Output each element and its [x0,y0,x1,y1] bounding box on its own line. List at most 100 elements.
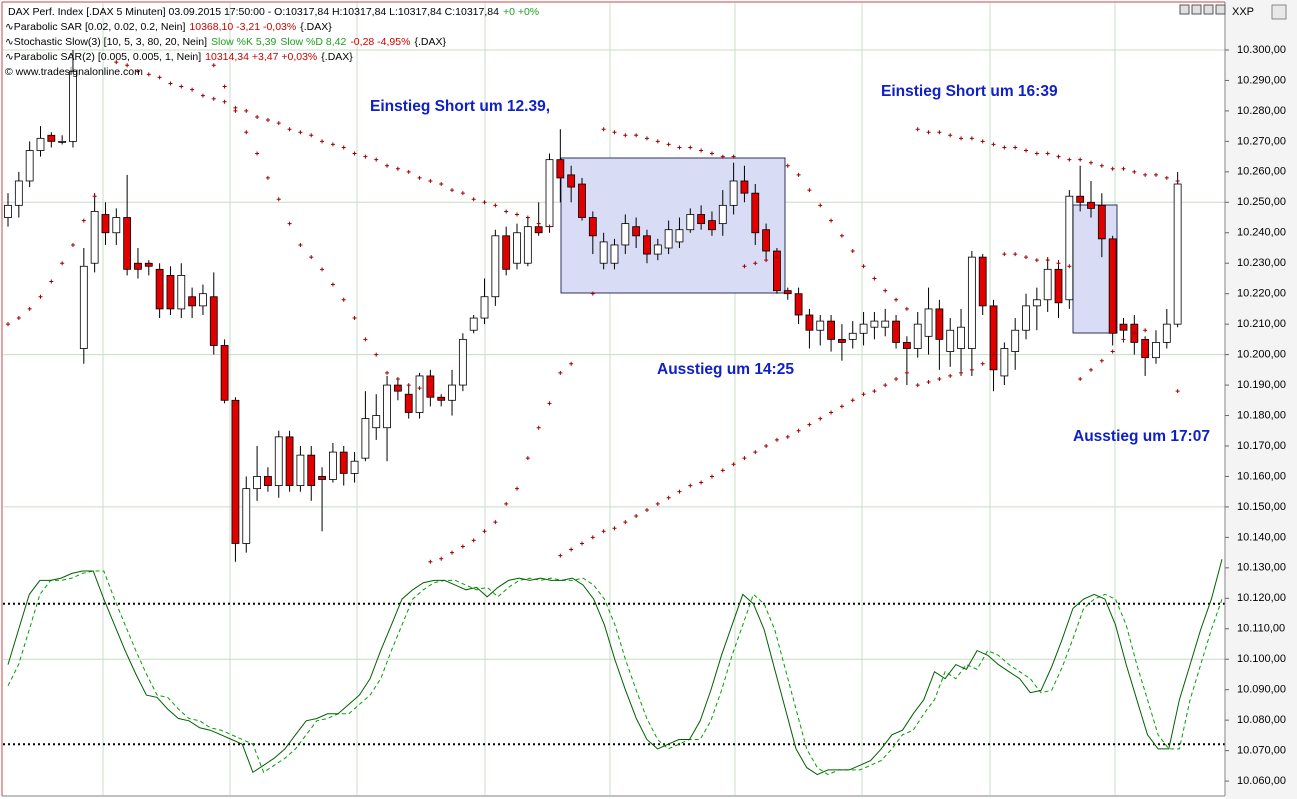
sar-point [829,218,834,223]
candle-body [708,220,716,231]
sar-point [255,115,260,120]
indicator-value: Slow %D 8,42 [280,36,346,48]
sar-point [937,376,942,381]
sar-point [959,136,964,141]
sar-point [948,133,953,138]
sar-point [720,468,725,473]
sar-point [1121,166,1126,171]
window-buttons [1179,4,1287,20]
sar-point [807,188,812,193]
sar-point [1143,328,1148,333]
sar-point [81,218,86,223]
candle-body [783,290,792,295]
candle-body [372,415,381,429]
sar-point [504,209,509,214]
sar-point [363,337,368,342]
sar-point [894,297,899,302]
sar-point [406,169,411,174]
candle-body [729,180,738,206]
sar-point [385,370,390,375]
candle-body [469,317,478,331]
candle-body [718,204,727,225]
y-tick-label: 10.210,00 [1237,318,1286,330]
sar-point [1089,160,1093,165]
sar-point [699,480,704,485]
sar-point [417,175,422,180]
annotation: Ausstieg um 14:25 [657,361,794,378]
annotation: Einstieg Short um 16:39 [881,83,1058,100]
sar-point [1045,258,1050,263]
candle-body [328,451,337,480]
sar-point [742,456,747,461]
candle-body [1173,183,1182,325]
candle-body [556,159,565,179]
sar-point [818,416,823,421]
y-tick-label: 10.080,00 [1237,714,1286,726]
sar-point [1089,367,1093,372]
sar-point [536,221,541,226]
button[interactable] [1179,4,1190,15]
candle-body [220,345,229,401]
candle-body [697,214,706,225]
sar-point [980,361,985,366]
candle-body [1076,195,1085,203]
candle-body [989,305,998,371]
candle-body [307,454,316,486]
sar-point [807,422,812,427]
candle-body [90,211,99,264]
sar-point [959,370,964,375]
candle-body [816,320,825,331]
y-tick-label: 10.150,00 [1237,501,1286,513]
sar-point [829,410,834,415]
sar-point [677,489,682,494]
sar-point [785,163,790,168]
candle-body [36,137,45,151]
sar-point [785,434,790,439]
sar-point [309,255,314,260]
sar-point [742,264,747,269]
candle-body [415,375,424,413]
button[interactable] [1215,4,1226,15]
sar-point [883,288,888,293]
sar-point [948,373,953,378]
sar-point [774,437,779,442]
candle-body [523,226,532,264]
candle-body [264,476,272,486]
candle-body [1141,338,1150,359]
header-line: DAX Perf. Index [.DAX 5 Minuten] 03.09.2… [8,6,539,18]
y-tick-label: 10.260,00 [1237,166,1286,178]
sar-point [265,118,270,123]
button[interactable] [1191,4,1202,15]
sar-point [991,352,996,357]
sar-point [1002,252,1007,257]
candle-body [177,275,186,310]
sar-point [385,163,390,168]
sar-point [460,544,465,549]
sar-point [915,383,920,388]
sar-point [1132,331,1137,336]
candle-body [1054,268,1063,304]
y-tick-label: 10.120,00 [1237,592,1286,604]
sar-point [146,72,151,77]
sar-point [709,151,714,156]
sar-point [244,108,249,113]
sar-point [709,474,714,479]
sar-point [904,306,909,311]
plot [3,49,1225,776]
sar-point [839,404,844,409]
sar-point [839,233,844,238]
sar-point [352,151,357,156]
candle-body [448,384,456,401]
candle-body [967,256,976,349]
sar-point [569,547,574,552]
candle-body [1065,195,1074,301]
candle-body [643,235,651,255]
button[interactable] [1203,4,1214,15]
candle-body [25,150,34,182]
sar-point [320,267,325,272]
candle-body [675,229,684,243]
scroll-button[interactable] [1271,4,1287,20]
sar-point [655,501,660,506]
candle-body [1032,299,1041,307]
indicator-label: ∿Parabolic SAR(2) [0.005, 0.005, 1, Nein… [5,51,201,63]
